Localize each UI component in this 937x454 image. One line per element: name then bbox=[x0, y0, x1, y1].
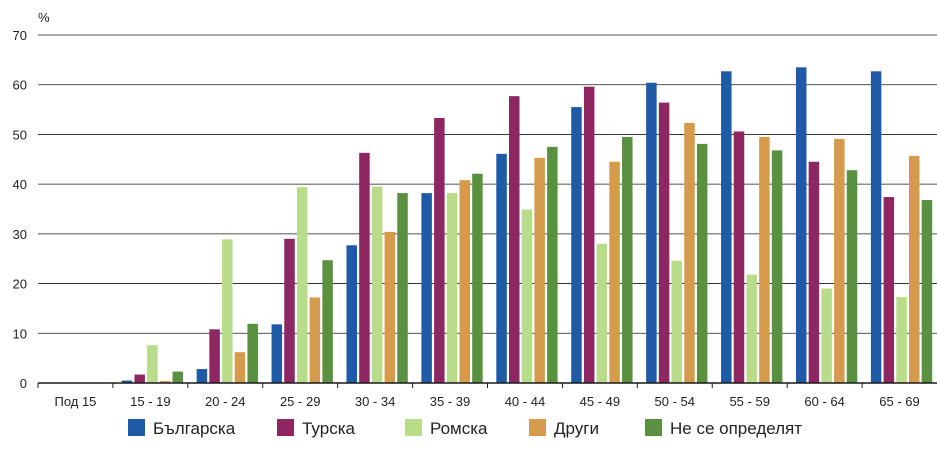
bar bbox=[597, 244, 608, 383]
x-tick-label: 65 - 69 bbox=[879, 394, 919, 409]
x-axis: Под 15 15 - 19 20 - 24 25 - 29 30 - 34 35 - 3… bbox=[38, 383, 937, 409]
bar bbox=[397, 193, 408, 383]
y-axis-ticks: 0 10 20 30 40 50 60 70 bbox=[13, 28, 27, 391]
bar bbox=[496, 154, 507, 383]
bar bbox=[247, 324, 257, 383]
bar bbox=[272, 324, 283, 383]
bar bbox=[922, 200, 933, 383]
bar bbox=[772, 150, 783, 383]
bar bbox=[721, 71, 732, 383]
bar bbox=[322, 260, 333, 383]
bar bbox=[697, 144, 708, 383]
x-tick-label: 30 - 34 bbox=[355, 394, 395, 409]
x-tick-label: 40 - 44 bbox=[505, 394, 545, 409]
bar bbox=[684, 123, 695, 383]
y-tick-label: 60 bbox=[13, 78, 27, 93]
bar bbox=[359, 153, 370, 383]
bar bbox=[434, 118, 445, 383]
bar bbox=[821, 289, 832, 383]
x-tick-label: 55 - 59 bbox=[729, 394, 769, 409]
bar bbox=[847, 170, 858, 383]
legend: Българска Турска Ромска Други Не се определя… bbox=[128, 419, 802, 438]
bar bbox=[509, 96, 519, 383]
bar bbox=[584, 87, 595, 383]
bar bbox=[672, 261, 683, 383]
bar bbox=[421, 193, 432, 383]
legend-swatch bbox=[277, 419, 294, 436]
legend-label: Българска bbox=[153, 419, 236, 438]
bar bbox=[472, 174, 483, 383]
bar bbox=[372, 187, 383, 383]
x-tick-label: Под 15 bbox=[54, 394, 96, 409]
bar bbox=[459, 180, 470, 383]
y-tick-label: 10 bbox=[13, 326, 27, 341]
bar bbox=[197, 369, 208, 383]
bar bbox=[659, 103, 670, 383]
bar bbox=[746, 275, 757, 383]
x-tick-label: 60 - 64 bbox=[804, 394, 844, 409]
bar bbox=[809, 162, 820, 383]
y-tick-label: 70 bbox=[13, 28, 27, 43]
y-tick-label: 30 bbox=[13, 227, 27, 242]
bar bbox=[522, 209, 533, 383]
bar bbox=[147, 345, 158, 383]
bar bbox=[609, 162, 620, 383]
bar bbox=[284, 239, 295, 383]
bar bbox=[534, 158, 545, 383]
bar bbox=[796, 67, 807, 383]
bar bbox=[547, 147, 558, 383]
legend-swatch bbox=[128, 419, 145, 436]
bar bbox=[222, 239, 233, 383]
bar bbox=[909, 156, 920, 383]
bar bbox=[134, 375, 145, 383]
legend-swatch bbox=[529, 419, 546, 436]
y-unit-label: % bbox=[38, 10, 50, 25]
bar bbox=[734, 131, 745, 383]
legend-swatch bbox=[405, 419, 422, 436]
x-tick-label: 25 - 29 bbox=[280, 394, 320, 409]
bar bbox=[310, 297, 321, 383]
x-tick-label: 15 - 19 bbox=[130, 394, 170, 409]
bar bbox=[447, 193, 458, 383]
bar bbox=[297, 187, 308, 383]
x-tick-label: 45 - 49 bbox=[580, 394, 620, 409]
legend-label: Турска bbox=[302, 419, 356, 438]
bar bbox=[385, 232, 396, 383]
bar bbox=[346, 245, 357, 383]
y-tick-label: 20 bbox=[13, 277, 27, 292]
bar bbox=[871, 71, 882, 383]
bar bbox=[235, 352, 246, 383]
x-tick-label: 35 - 39 bbox=[430, 394, 470, 409]
y-tick-label: 0 bbox=[20, 376, 27, 391]
x-tick-label: 50 - 54 bbox=[655, 394, 695, 409]
legend-label: Други bbox=[554, 419, 599, 438]
bar bbox=[209, 329, 220, 383]
legend-label: Ромска bbox=[430, 419, 488, 438]
bar bbox=[759, 137, 770, 383]
bars bbox=[72, 67, 932, 383]
bar bbox=[622, 137, 633, 383]
x-tick-label: 20 - 24 bbox=[205, 394, 245, 409]
bar bbox=[834, 139, 845, 383]
bar bbox=[884, 197, 895, 383]
y-tick-label: 50 bbox=[13, 127, 27, 142]
bar bbox=[646, 83, 657, 383]
bar bbox=[896, 297, 907, 383]
legend-label: Не се определят bbox=[670, 419, 802, 438]
bar bbox=[173, 372, 184, 383]
y-tick-label: 40 bbox=[13, 177, 27, 192]
legend-swatch bbox=[645, 419, 662, 436]
bar bbox=[571, 107, 582, 383]
